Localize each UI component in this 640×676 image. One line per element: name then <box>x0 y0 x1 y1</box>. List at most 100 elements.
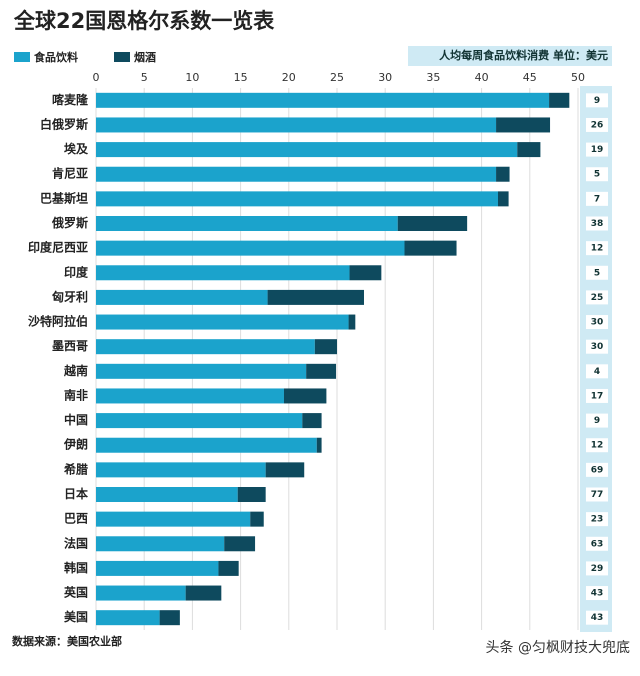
side-label: 5 <box>594 268 600 278</box>
bar-segment <box>306 363 337 379</box>
bar-segment <box>517 142 541 158</box>
bar-segment <box>397 216 468 231</box>
y-tick-label: 韩国 <box>64 560 88 575</box>
bar-segment <box>96 314 349 330</box>
watermark: 头条 @匀枫财技大兜底 <box>486 639 630 656</box>
bar-segment <box>496 166 510 182</box>
y-tick-label: 伊朗 <box>63 437 88 452</box>
side-label-box <box>586 462 608 477</box>
side-label-box <box>586 438 608 453</box>
y-tick-label: 墨西哥 <box>52 339 88 353</box>
x-tick-label: 5 <box>141 71 148 84</box>
side-label-box <box>586 117 608 132</box>
y-tick-label: 越南 <box>63 363 88 378</box>
side-label-box <box>586 586 608 601</box>
y-tick-label: 巴西 <box>64 512 88 526</box>
side-label: 5 <box>594 170 600 180</box>
bar-segment <box>496 117 551 133</box>
bar-segment <box>96 117 497 133</box>
bar-segment <box>96 166 497 182</box>
y-tick-label: 匈牙利 <box>51 289 88 304</box>
bar-segment <box>159 610 180 626</box>
side-label-box <box>586 561 608 576</box>
side-label-box <box>586 290 608 305</box>
y-tick-label: 日本 <box>64 486 88 501</box>
side-label-box <box>586 512 608 527</box>
side-label-box <box>586 93 608 108</box>
bar-segment <box>218 560 239 576</box>
bar-segment <box>96 216 398 231</box>
side-label-box <box>586 315 608 330</box>
y-tick-label: 美国 <box>64 609 88 624</box>
bar-segment <box>96 289 268 305</box>
bar-segment <box>314 339 337 355</box>
y-tick-label: 希腊 <box>63 461 88 476</box>
side-label-box <box>586 487 608 502</box>
side-label-box <box>586 142 608 157</box>
source: 数据来源：美国农业部 <box>12 634 122 648</box>
bar-segment <box>96 560 219 576</box>
side-label: 9 <box>594 96 600 106</box>
bar-segment <box>250 511 264 527</box>
x-tick-label: 20 <box>282 71 296 84</box>
side-label: 30 <box>591 342 604 352</box>
bar-segment <box>96 363 307 379</box>
legend-swatch <box>14 52 30 62</box>
bar-segment <box>96 437 317 453</box>
bar-segment <box>96 142 518 158</box>
x-tick-label: 25 <box>330 71 344 84</box>
y-tick-label: 喀麦隆 <box>52 92 89 107</box>
bar-segment <box>302 413 322 429</box>
side-label: 9 <box>594 416 600 426</box>
side-label: 26 <box>591 120 604 130</box>
bar-segment <box>96 240 405 256</box>
bar-segment <box>404 240 457 256</box>
side-label: 12 <box>591 441 604 451</box>
side-label: 12 <box>591 244 604 254</box>
annotation-box <box>408 46 612 66</box>
side-label: 19 <box>591 145 604 155</box>
bar-segment <box>237 487 266 502</box>
bar-segment <box>96 92 550 108</box>
side-label-box <box>586 241 608 256</box>
side-label-box <box>586 413 608 428</box>
x-tick-label: 30 <box>378 71 392 84</box>
x-tick-label: 10 <box>185 71 199 84</box>
x-tick-label: 15 <box>234 71 248 84</box>
side-label: 30 <box>591 318 604 328</box>
y-tick-label: 印度 <box>64 264 89 279</box>
bar-segment <box>96 487 238 502</box>
bar-segment <box>497 191 509 207</box>
side-label: 7 <box>594 194 600 204</box>
side-label: 77 <box>591 490 604 500</box>
bar-segment <box>185 585 222 601</box>
bar-segment <box>283 388 327 404</box>
side-label-box <box>586 388 608 403</box>
legend-swatch <box>114 52 130 62</box>
legend-label: 食品饮料 <box>34 50 78 64</box>
side-label: 17 <box>591 391 604 401</box>
bar-segment <box>96 585 186 601</box>
side-label: 29 <box>591 564 604 574</box>
bar-segment <box>316 437 322 453</box>
side-label-box <box>586 167 608 182</box>
side-label-box <box>586 191 608 206</box>
side-label: 38 <box>591 219 604 229</box>
chart-title: 全球22国恩格尔系数一览表 <box>13 9 275 33</box>
bar-segment <box>96 511 251 527</box>
x-tick-label: 45 <box>523 71 537 84</box>
side-label-box <box>586 265 608 280</box>
y-tick-label: 俄罗斯 <box>51 215 88 230</box>
side-label-box <box>586 536 608 551</box>
x-tick-label: 50 <box>571 71 585 84</box>
x-tick-label: 40 <box>475 71 489 84</box>
y-tick-label: 中国 <box>64 412 88 427</box>
side-label: 4 <box>594 367 600 377</box>
y-tick-label: 南非 <box>64 387 88 402</box>
y-tick-label: 法国 <box>64 535 88 550</box>
bar-segment <box>96 388 284 404</box>
bar-segment <box>267 289 364 305</box>
side-label-box <box>586 216 608 231</box>
